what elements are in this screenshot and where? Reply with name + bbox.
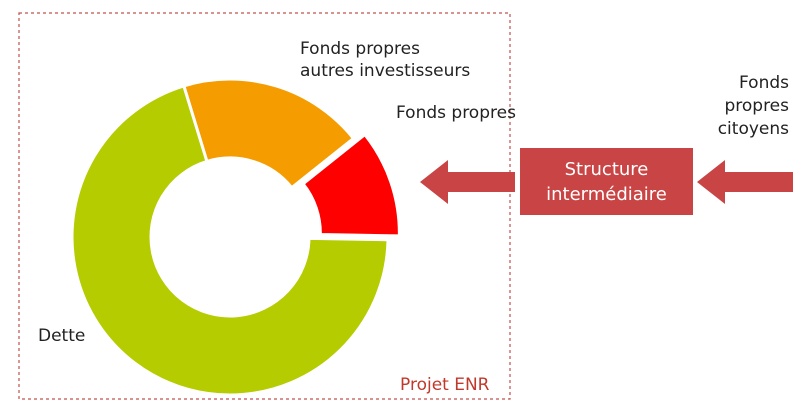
- segment-label: Fonds propres: [396, 103, 516, 123]
- source-label: Fonds propres citoyens: [717, 73, 789, 139]
- structure-label: Structure intermédiaire: [546, 159, 667, 205]
- structure-box: [520, 148, 693, 215]
- frame-label: Projet ENR: [400, 375, 490, 395]
- donut: [70, 77, 401, 397]
- segment-label: Dette: [38, 326, 86, 346]
- arrow-left: [420, 160, 515, 204]
- donut-segment: [181, 77, 356, 190]
- arrow-right: [697, 160, 793, 204]
- donut-segment: [70, 84, 390, 397]
- donut-segment: [300, 132, 401, 238]
- segment-label: Fonds propres autres investisseurs: [300, 39, 471, 81]
- project-frame: [18, 12, 511, 400]
